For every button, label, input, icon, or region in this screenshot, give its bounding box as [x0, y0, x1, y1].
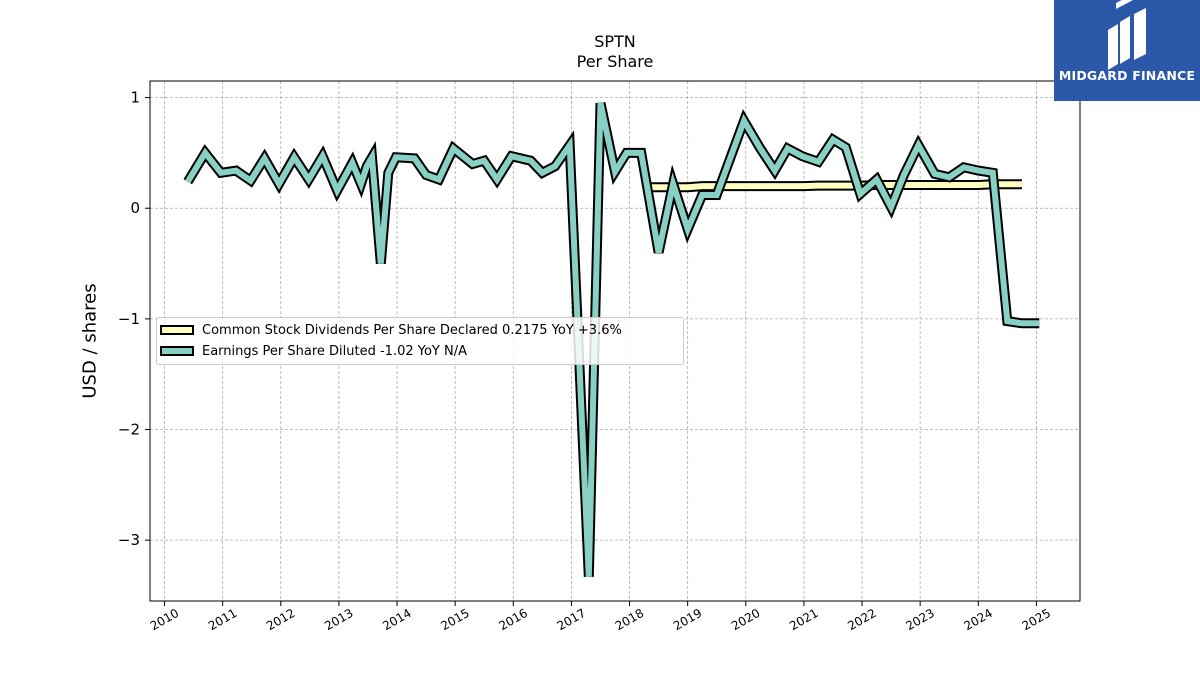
legend-swatch-dividends: [160, 325, 194, 335]
y-tick-label: −2: [118, 421, 140, 439]
series-layer: [183, 102, 1040, 577]
y-tick-label: 1: [130, 89, 140, 107]
y-axis-label: USD / shares: [79, 283, 101, 399]
x-tick-label: 2010: [148, 606, 181, 633]
x-tick-label: 2011: [206, 606, 239, 633]
x-tick-label: 2015: [438, 606, 471, 633]
legend: Common Stock Dividends Per Share Declare…: [156, 317, 684, 365]
legend-label-eps: Earnings Per Share Diluted -1.02 YoY N/A: [202, 343, 468, 359]
x-tick-label: 2018: [613, 606, 646, 633]
x-tick-label: 2017: [555, 606, 588, 633]
series-line-dividends: [644, 181, 1022, 191]
brand-logo: MIDGARD FINANCE: [1054, 0, 1200, 101]
x-tick-label: 2012: [264, 606, 297, 633]
series-line-eps: [185, 102, 1040, 577]
x-tick-label: 2019: [671, 606, 704, 633]
y-tick-label: −1: [118, 310, 140, 328]
brand-mark-icon: [1108, 0, 1146, 70]
x-tick-label: 2021: [787, 606, 820, 633]
legend-entry-dividends: Common Stock Dividends Per Share Declare…: [157, 320, 622, 340]
x-tick-label: 2024: [962, 606, 995, 633]
y-tick-label: −3: [118, 531, 140, 549]
x-tick-label: 2025: [1020, 606, 1053, 633]
legend-swatch-eps: [160, 346, 194, 356]
legend-entry-eps: Earnings Per Share Diluted -1.02 YoY N/A: [157, 341, 467, 361]
plot-frame: [149, 80, 1081, 602]
chart-subtitle: Per Share: [576, 52, 654, 71]
x-tick-label: 2023: [903, 606, 936, 633]
x-tick-label: 2022: [845, 606, 878, 633]
x-tick-label: 2014: [380, 606, 413, 633]
x-tick-label: 2013: [322, 606, 355, 633]
y-tick-label: 0: [130, 199, 140, 217]
x-tick-label: 2016: [497, 606, 530, 633]
brand-name: MIDGARD FINANCE: [1058, 68, 1196, 83]
x-tick-label: 2020: [729, 606, 762, 633]
chart-title: SPTN: [594, 32, 636, 51]
legend-label-dividends: Common Stock Dividends Per Share Declare…: [202, 322, 622, 338]
